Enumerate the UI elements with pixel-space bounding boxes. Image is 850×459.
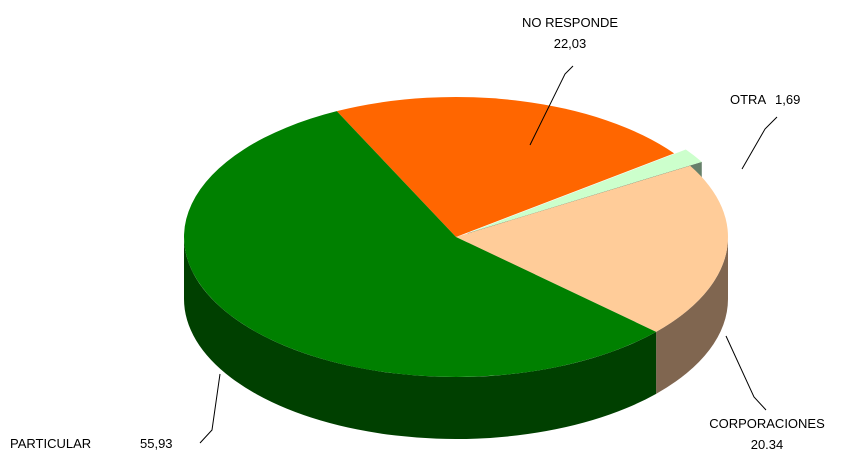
label-particular-value: 55,93 bbox=[140, 436, 173, 451]
leader-particular bbox=[199, 373, 221, 444]
label-corporaciones-value: 20.34 bbox=[751, 437, 784, 452]
label-otra-name: OTRA bbox=[730, 92, 766, 107]
leader-no-responde bbox=[529, 65, 574, 146]
slice-particular bbox=[183, 111, 657, 378]
label-no-responde-value: 22,03 bbox=[554, 36, 587, 51]
pie-slices bbox=[183, 96, 728, 378]
leader-corporaciones bbox=[725, 335, 767, 411]
slice-no-responde bbox=[336, 96, 675, 237]
slice-corporaciones bbox=[456, 165, 728, 332]
slice-side-corporaciones bbox=[656, 237, 728, 394]
leader-otra bbox=[741, 116, 778, 170]
slice-side-particular bbox=[183, 237, 657, 440]
label-otra-value: 1,69 bbox=[775, 92, 800, 107]
label-no-responde-name: NO RESPONDE bbox=[522, 15, 618, 30]
label-particular-name: PARTICULAR bbox=[10, 436, 91, 451]
label-corporaciones-name: CORPORACIONES bbox=[709, 416, 825, 431]
slice-otra bbox=[467, 149, 702, 234]
